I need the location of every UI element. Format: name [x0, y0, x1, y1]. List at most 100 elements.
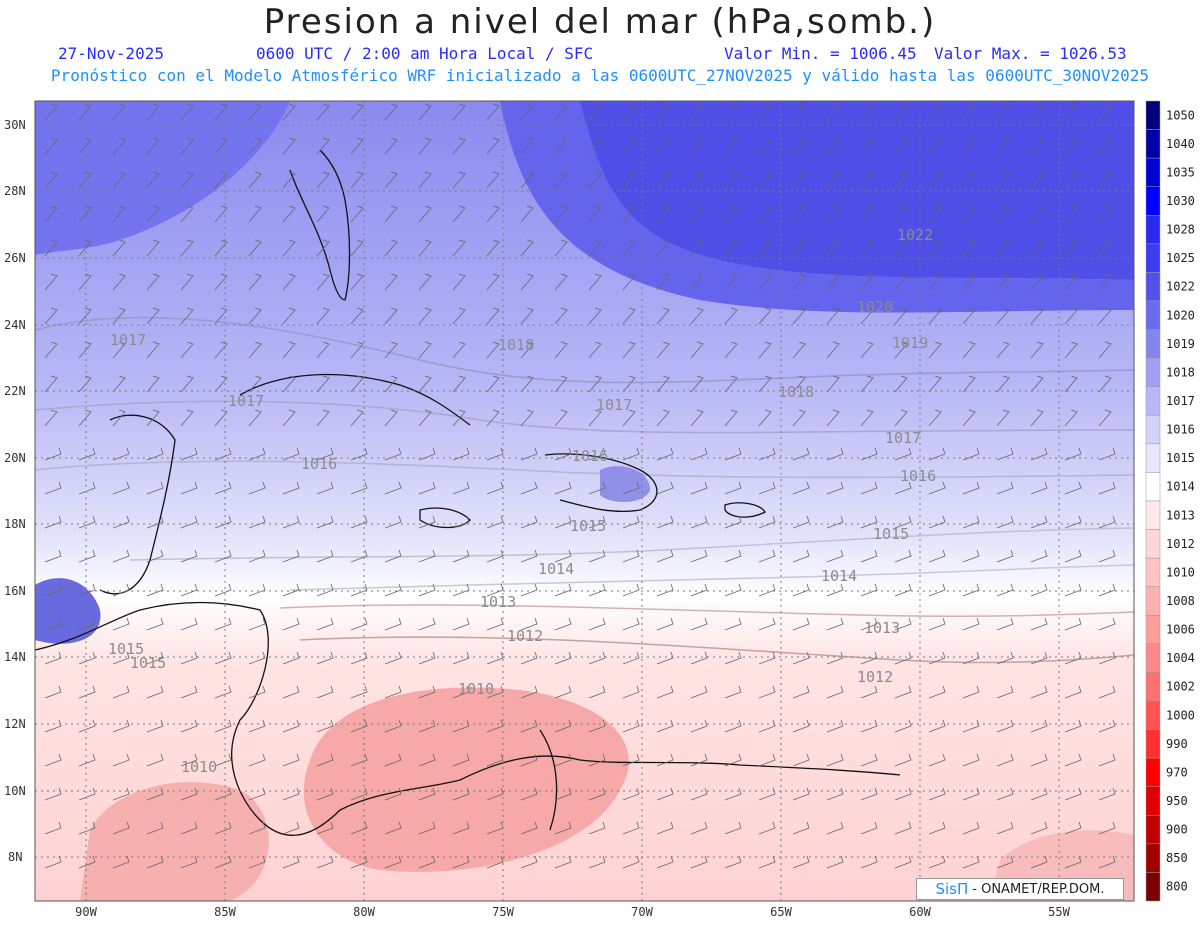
wind-barb [724, 273, 738, 291]
wind-barb [656, 549, 674, 563]
wind-barb [452, 515, 470, 529]
wind-barb [860, 239, 874, 257]
wind-barb [792, 685, 810, 699]
wind-barb [826, 273, 840, 291]
wind-barb [112, 753, 130, 767]
wind-barb [214, 821, 232, 835]
lat-label: 10N [4, 784, 26, 798]
wind-barb [350, 753, 368, 767]
wind-barb [1030, 375, 1044, 393]
wind-barb [282, 821, 300, 835]
wind-barb [962, 341, 976, 359]
wind-barb [588, 821, 606, 835]
wind-barb [1030, 447, 1048, 461]
wind-barb [282, 787, 300, 801]
wind-barb [860, 583, 878, 597]
wind-barb [758, 753, 776, 767]
wind-barb [996, 515, 1014, 529]
contour-label: 1013 [480, 593, 516, 611]
wind-barb [78, 583, 96, 597]
wind-barb [316, 137, 330, 155]
wind-barb [622, 307, 636, 325]
wind-barb [894, 515, 912, 529]
wind-barb [146, 341, 160, 359]
wind-barb [962, 651, 980, 665]
wind-barb [724, 753, 742, 767]
wind-barb [1030, 307, 1044, 325]
wind-barb [622, 821, 640, 835]
wind-barb [656, 855, 674, 869]
wind-barb [656, 409, 670, 427]
wind-barb [928, 307, 942, 325]
wind-barb [350, 583, 368, 597]
wind-barb [1030, 481, 1048, 495]
wind-barb [384, 617, 402, 631]
wind-barb [214, 651, 232, 665]
wind-barb [112, 341, 126, 359]
wind-barb [44, 171, 58, 189]
wind-barb [248, 651, 266, 665]
colorbar-label: 1010 [1166, 565, 1195, 579]
wind-barb [996, 205, 1010, 223]
wind-barb [384, 205, 398, 223]
wind-barb [350, 273, 364, 291]
wind-barb [44, 719, 62, 733]
wind-barb [520, 375, 534, 393]
colorbar-swatch [1145, 272, 1161, 302]
wind-barb [622, 651, 640, 665]
wind-barb [214, 137, 228, 155]
wind-barb [316, 171, 330, 189]
wind-barb [78, 103, 92, 121]
wind-barb [622, 515, 640, 529]
wind-barb [316, 341, 330, 359]
wind-barb [588, 409, 602, 427]
wind-barb [996, 341, 1010, 359]
contour-label: 1017 [596, 396, 632, 414]
wind-barb [248, 137, 262, 155]
wind-barb [928, 375, 942, 393]
wind-barb [350, 103, 364, 121]
wind-barb [486, 753, 504, 767]
wind-barb [316, 685, 334, 699]
wind-barb [1030, 753, 1048, 767]
wind-barb [554, 375, 568, 393]
wind-barb [792, 787, 810, 801]
wind-barb [1098, 171, 1112, 189]
wind-barb [146, 753, 164, 767]
time-label: 0600 UTC / 2:00 am Hora Local / SFC [256, 44, 594, 63]
wind-barb [1030, 409, 1044, 427]
wind-barb [418, 409, 432, 427]
wind-barb [860, 273, 874, 291]
wind-barb [282, 409, 296, 427]
wind-barb [656, 273, 670, 291]
wind-barb [112, 685, 130, 699]
wind-barb [996, 171, 1010, 189]
wind-barb [1064, 719, 1082, 733]
wind-barb [860, 447, 878, 461]
lon-label: 65W [770, 905, 792, 919]
wind-barb [146, 273, 160, 291]
wind-barb [996, 307, 1010, 325]
wind-barb [622, 239, 636, 257]
wind-barb [1098, 855, 1116, 869]
wind-barb [44, 651, 62, 665]
wind-barb [214, 307, 228, 325]
colorbar-label: 1050 [1166, 108, 1195, 122]
wind-barb [350, 719, 368, 733]
wind-barb [520, 481, 538, 495]
wind-barb [452, 481, 470, 495]
wind-barb [486, 855, 504, 869]
wind-barb [486, 583, 504, 597]
low-pressure-pacific [80, 782, 269, 901]
wind-barb [350, 171, 364, 189]
contour-label: 1010 [181, 758, 217, 776]
wind-barb [248, 855, 266, 869]
wind-barb [44, 341, 58, 359]
wind-barb [350, 239, 364, 257]
wind-barb [656, 787, 674, 801]
wind-barb [690, 239, 704, 257]
wind-barb [758, 307, 772, 325]
colorbar-label: 1019 [1166, 337, 1195, 351]
wind-barb [622, 549, 640, 563]
wind-barb [248, 103, 262, 121]
